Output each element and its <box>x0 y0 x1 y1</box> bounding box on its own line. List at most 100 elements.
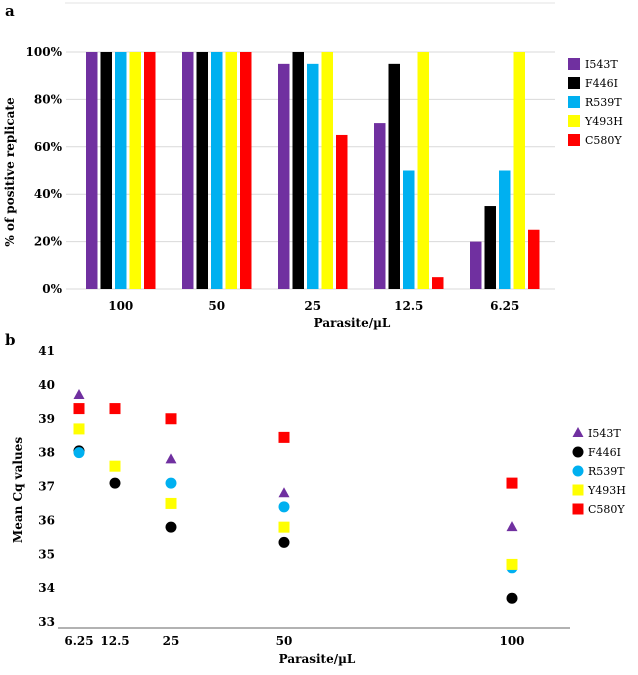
scatter-y-tick-label: 36 <box>38 513 55 527</box>
bar-x-tick-label: 25 <box>304 299 321 313</box>
point-i543t-6-25 <box>73 389 85 400</box>
bar-f446i-100 <box>100 52 112 289</box>
point-r539t-6-25 <box>73 447 85 459</box>
bar-y-tick-labels: 0% 20% 40% 60% 80% 100% <box>26 45 63 296</box>
point-i543t-25 <box>165 453 177 464</box>
point-c580y-6-25 <box>73 403 85 415</box>
point-y493h-100 <box>506 558 518 570</box>
bar-y-tick-label: 60% <box>34 140 63 154</box>
scatter-y-tick-label: 38 <box>38 446 55 460</box>
bar-c580y-6-25 <box>528 229 540 289</box>
scatter-y-tick-label: 41 <box>38 344 55 358</box>
point-y493h-50 <box>278 521 290 533</box>
scatter-series-marks <box>73 389 518 604</box>
bar-y493h-12-5 <box>417 52 429 289</box>
scatter-legend-marker-r539t <box>572 465 584 477</box>
bar-i543t-50 <box>182 52 194 289</box>
point-i543t-100 <box>506 521 518 532</box>
scatter-y-tick-labels: 33 34 35 36 37 38 39 40 41 <box>38 344 55 629</box>
bar-f446i-50 <box>196 52 208 289</box>
bar-x-tick-label: 12.5 <box>394 299 423 313</box>
scatter-legend-label-c580y: C580Y <box>588 503 625 516</box>
scatter-legend-label-r539t: R539T <box>588 465 625 478</box>
bar-r539t-100 <box>115 52 127 289</box>
bar-legend-label-i543t: I543T <box>585 58 618 71</box>
point-r539t-50 <box>278 501 290 513</box>
scatter-legend-label-y493h: Y493H <box>587 484 626 497</box>
bar-i543t-12-5 <box>374 123 386 289</box>
point-c580y-100 <box>506 477 518 489</box>
scatter-legend-marker-i543t <box>572 427 584 437</box>
point-y493h-25 <box>165 497 177 509</box>
bar-y-tick-label: 0% <box>42 282 62 296</box>
scatter-legend-marker-f446i <box>572 446 584 458</box>
bar-y-tick-label: 40% <box>34 187 63 201</box>
bar-legend-swatch-y493h <box>568 115 580 127</box>
bar-y493h-6-25 <box>513 52 525 289</box>
bar-legend-label-c580y: C580Y <box>585 134 622 147</box>
bar-c580y-50 <box>240 52 252 289</box>
scatter-x-tick-label: 100 <box>499 634 524 648</box>
bar-x-tick-label: 6.25 <box>490 299 519 313</box>
bar-y493h-100 <box>129 52 141 289</box>
scatter-y-tick-label: 34 <box>38 581 55 595</box>
scatter-chart-panel: b 33 34 35 36 37 38 39 40 41 6.25 12.5 25 50 100 Par… <box>5 331 626 666</box>
point-r539t-25 <box>165 477 177 489</box>
scatter-legend: I543T F446I R539T Y493H C580Y <box>572 427 626 516</box>
scatter-y-tick-label: 39 <box>38 412 55 426</box>
bar-y493h-25 <box>321 52 333 289</box>
scatter-y-tick-label: 33 <box>38 615 55 629</box>
bar-x-tick-label: 100 <box>108 299 133 313</box>
bar-r539t-25 <box>307 63 319 289</box>
scatter-legend-marker-c580y <box>572 503 584 515</box>
bar-x-tick-label: 50 <box>208 299 225 313</box>
bar-x-tick-labels: 100 50 25 12.5 6.25 <box>108 299 519 313</box>
bar-c580y-100 <box>144 52 156 289</box>
bar-r539t-6-25 <box>499 170 511 289</box>
scatter-x-tick-label: 12.5 <box>100 634 129 648</box>
point-y493h-6-25 <box>73 423 85 435</box>
bar-y-tick-label: 20% <box>34 235 63 249</box>
bar-series-marks <box>86 52 540 289</box>
scatter-legend-label-f446i: F446I <box>588 446 621 459</box>
point-f446i-25 <box>165 521 177 533</box>
point-c580y-50 <box>278 431 290 443</box>
bar-y-tick-label: 80% <box>34 92 63 106</box>
scatter-x-tick-label: 50 <box>276 634 293 648</box>
bar-y-tick-label: 100% <box>26 45 63 59</box>
bar-i543t-6-25 <box>470 241 482 289</box>
point-c580y-25 <box>165 413 177 425</box>
bar-y493h-50 <box>225 52 237 289</box>
panel-label-a: a <box>5 2 15 20</box>
bar-r539t-50 <box>211 52 223 289</box>
scatter-y-tick-label: 35 <box>38 547 55 561</box>
scatter-legend-marker-y493h <box>572 484 584 496</box>
scatter-x-tick-label: 25 <box>163 634 180 648</box>
bar-legend-swatch-r539t <box>568 96 580 108</box>
panel-label-b: b <box>5 331 16 349</box>
point-f446i-12-5 <box>109 477 121 489</box>
bar-y-axis-title: % of positive replicate <box>3 97 17 247</box>
bar-c580y-12-5 <box>432 277 444 289</box>
bar-r539t-12-5 <box>403 170 415 289</box>
bar-legend-label-r539t: R539T <box>585 96 622 109</box>
bar-i543t-100 <box>86 52 98 289</box>
bar-i543t-25 <box>278 63 290 289</box>
bar-c580y-25 <box>336 134 348 289</box>
point-y493h-12-5 <box>109 460 121 472</box>
scatter-x-tick-label: 6.25 <box>64 634 93 648</box>
bar-legend: I543T F446I R539T Y493H C580Y <box>568 58 623 147</box>
bar-x-axis-title: Parasite/µL <box>314 316 391 330</box>
bar-f446i-12-5 <box>388 63 400 289</box>
scatter-y-tick-label: 40 <box>38 378 55 392</box>
bar-legend-label-y493h: Y493H <box>584 115 623 128</box>
bar-legend-label-f446i: F446I <box>585 77 618 90</box>
scatter-x-tick-labels: 6.25 12.5 25 50 100 <box>64 634 524 648</box>
bar-legend-swatch-c580y <box>568 134 580 146</box>
scatter-y-axis-title: Mean Cq values <box>11 437 25 543</box>
point-c580y-12-5 <box>109 403 121 415</box>
bar-legend-swatch-i543t <box>568 58 580 70</box>
scatter-y-tick-label: 37 <box>38 480 55 494</box>
bar-f446i-6-25 <box>484 206 496 289</box>
